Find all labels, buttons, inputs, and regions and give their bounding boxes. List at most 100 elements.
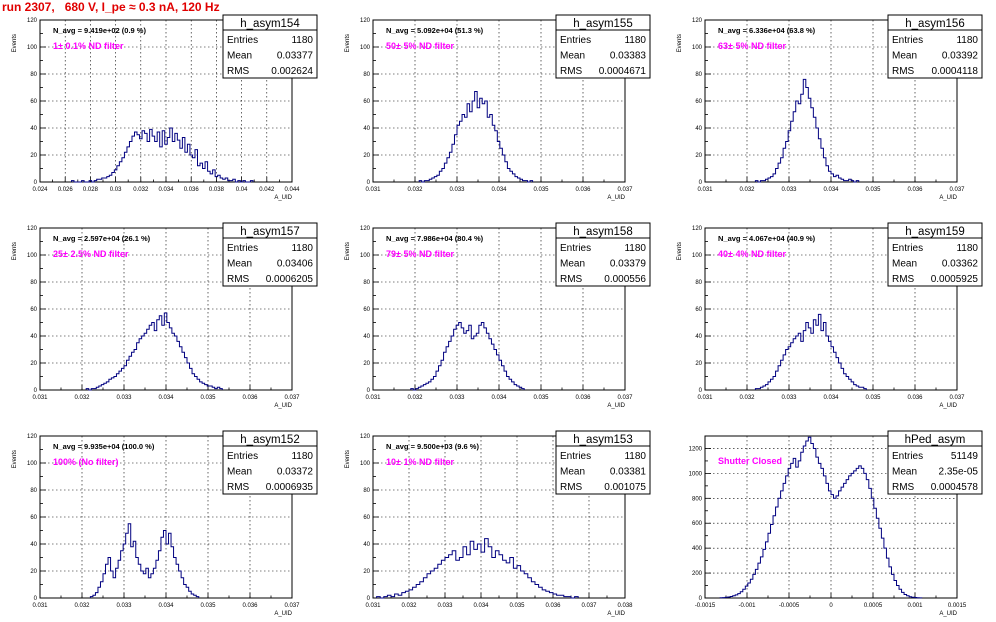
histogram-bin [123,544,126,598]
histogram-bin [517,566,521,598]
x-axis: 0.031 0.032 0.033 0.034 0.035 0.036 0.037 [365,385,633,401]
histogram-bin [161,537,164,598]
histogram-bin [192,158,195,182]
histogram-bin [818,463,821,598]
y-tick-label: 20 [695,153,702,159]
x-tick-label: 0.031 [365,395,381,401]
stats-value-rms: 0.0004118 [931,66,978,77]
x-tick-label: 0.036 [575,395,591,401]
histogram-bin [846,181,849,182]
histogram-bin [146,568,149,598]
histogram-bin [831,495,834,598]
histogram-bin [162,131,165,182]
histogram-bin [839,178,842,182]
histogram-bin [132,136,135,182]
histogram-bin [134,350,137,391]
histogram-bin [94,181,97,182]
histogram-bin [426,383,429,390]
histogram-bin [203,169,206,183]
histogram-bin [806,88,809,183]
x-axis: 0.031 0.032 0.033 0.034 0.035 0.036 0.037 [32,593,300,609]
histogram-outline [89,523,200,598]
histogram-bin [500,148,503,182]
histogram-bin [481,552,485,598]
x-tick-label: -0.0015 [695,603,716,609]
histogram-outline [754,78,860,183]
histogram-bin [510,171,513,182]
y-tick-label: 80 [363,280,370,286]
stats-box: h_asym159 Entries 1180 Mean 0.03362 RMS 0.0005… [887,222,983,287]
x-tick-label: 0.032 [133,187,149,193]
histogram-bin [839,491,842,598]
y-tick-label: 20 [695,361,702,367]
histogram-panel-h_asym159: 0.031 0.032 0.033 0.034 0.035 0.036 0.037 0 20 40… [677,222,983,409]
histogram-bins [418,91,534,183]
histogram-bin [220,178,223,182]
y-tick-label: 100 [27,253,38,259]
histogram-bin [788,347,791,390]
stats-key-rms: RMS [892,66,915,77]
stats-value-rms: 0.0005925 [931,274,979,285]
histogram-bin [542,590,546,598]
histogram-bin [463,547,467,598]
histogram-bin [207,386,210,390]
histogram-bin [172,142,175,183]
stats-key-entries: Entries [892,243,923,254]
x-tick-label: 0.033 [116,395,132,401]
x-tick-label: 0.038 [209,187,225,193]
histogram-bin [492,558,496,599]
histogram-bin [823,323,826,391]
x-tick-label: 0.035 [533,395,549,401]
histogram-bin [773,174,776,182]
histogram-bin [530,181,533,182]
x-tick-label: 0.035 [533,187,549,193]
y-tick-label: 100 [27,45,38,51]
y-tick-label: 800 [692,496,703,502]
histogram-bin [891,574,894,598]
histogram-bin [104,178,107,182]
histogram-bin [836,175,839,182]
histogram-bin [103,574,106,598]
histogram-bin [836,496,839,598]
histogram-bin [575,597,579,598]
histogram-bin [150,129,153,182]
histogram-bin [469,325,472,390]
histogram-bin [851,181,854,182]
y-tick-label: 60 [30,307,37,313]
x-tick-label: 0.035 [200,395,216,401]
y-tick-label: 60 [363,99,370,105]
histogram-bin [155,142,158,183]
histogram-bin [89,181,92,182]
y-tick-label: 20 [363,569,370,575]
histogram-bin [149,325,152,390]
histogram-bin [844,483,847,598]
histogram-bin [90,597,93,598]
histogram-bin [190,368,193,390]
histogram-bin [791,463,794,598]
histogram-bin [519,387,522,390]
histogram-bin [760,387,763,390]
y-tick-label: 1000 [689,471,703,477]
y-tick-label: 40 [695,126,702,132]
histogram-bin [841,179,844,182]
stats-histogram-name: h_asym155 [573,18,632,30]
y-tick-label: 80 [695,280,702,286]
histogram-bin [218,175,221,182]
x-tick-label: 0.035 [509,603,525,609]
histogram-bin [776,371,779,390]
histogram-bins [410,322,525,391]
stats-key-entries: Entries [227,451,258,462]
histogram-bin [225,178,228,182]
stats-key-entries: Entries [560,35,591,46]
filter-label: 40± 4% ND filter [718,249,786,259]
histogram-bin [441,560,445,598]
x-axis: 0.031 0.032 0.033 0.034 0.035 0.036 0.037 [697,385,965,401]
histogram-bin [108,558,111,599]
histogram-bin [111,378,114,390]
histogram-bin [208,171,211,182]
y-axis: 0 20 40 60 80 100 120 [360,434,379,602]
histogram-bin [205,385,208,390]
histogram-bin [472,101,475,182]
histogram-bin [140,139,143,182]
x-tick-label: 0.034 [473,603,489,609]
